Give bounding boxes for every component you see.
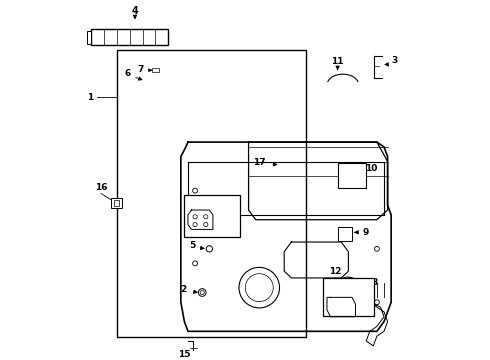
Text: 11: 11 (331, 58, 344, 67)
Bar (114, 201, 120, 206)
Text: 12: 12 (329, 267, 342, 276)
Text: 5: 5 (189, 241, 195, 250)
Bar (87, 31, 91, 44)
Text: 2: 2 (180, 284, 186, 293)
Text: 6: 6 (125, 68, 131, 77)
Text: 9: 9 (363, 228, 369, 237)
Bar (338, 163, 366, 188)
Text: 17: 17 (253, 158, 266, 167)
Text: 1: 1 (88, 93, 94, 102)
Bar (111, 198, 122, 208)
Bar (91, 29, 168, 45)
Text: 4: 4 (132, 6, 138, 16)
Bar (338, 227, 352, 241)
Text: 16: 16 (95, 183, 107, 192)
Text: 14: 14 (364, 301, 376, 310)
Bar (152, 68, 159, 72)
Bar (184, 195, 240, 237)
Text: 7: 7 (137, 65, 144, 74)
Text: 13: 13 (352, 287, 365, 296)
Text: 8: 8 (371, 278, 378, 287)
Text: 10: 10 (365, 164, 377, 173)
Text: 3: 3 (392, 57, 398, 66)
Bar (118, 50, 306, 337)
Text: 15: 15 (178, 351, 191, 360)
Bar (323, 278, 374, 316)
